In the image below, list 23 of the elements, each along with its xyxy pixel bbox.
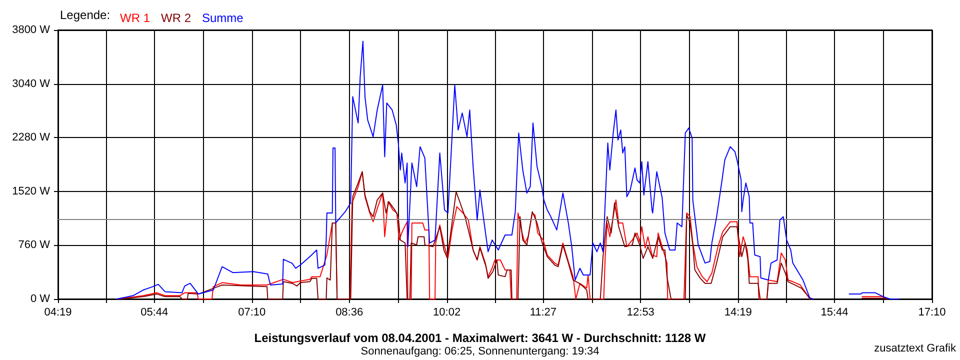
y-tick-label: 1520 W [12, 185, 51, 198]
y-tick-label: 3800 W [12, 24, 51, 36]
x-tick-label: 10:02 [433, 306, 461, 318]
y-tick-label: 0 W [30, 293, 51, 305]
x-tick-label: 08:36 [336, 306, 364, 318]
text: zusatztext Grafik [874, 342, 956, 354]
x-tick-label: 04:19 [44, 306, 72, 318]
text: Leistungsverlauf vom 08.04.2001 - Maximalwert: 3641 W - Durchschnitt: 1128 W [254, 331, 706, 345]
text: Summe [202, 11, 244, 25]
legend-title: Legende: [60, 8, 110, 22]
x-tick-label: 17:10 [918, 306, 946, 318]
text: Sonnenaufgang: 06:25, Sonnenuntergang: 19:34 [360, 346, 600, 358]
x-tick-label: 15:44 [820, 306, 848, 318]
text: WR 2 [161, 11, 192, 25]
x-tick-label: 07:10 [238, 306, 266, 318]
x-tick-label: 05:44 [140, 306, 168, 318]
x-tick-label: 11:27 [530, 306, 557, 318]
x-tick-label: 14:19 [724, 306, 752, 318]
y-tick-label: 760 W [18, 239, 51, 252]
y-tick-label: 3040 W [12, 78, 51, 90]
x-tick-label: 12:53 [626, 306, 654, 318]
y-tick-label: 2280 W [12, 132, 51, 144]
text: WR 1 [120, 11, 150, 25]
